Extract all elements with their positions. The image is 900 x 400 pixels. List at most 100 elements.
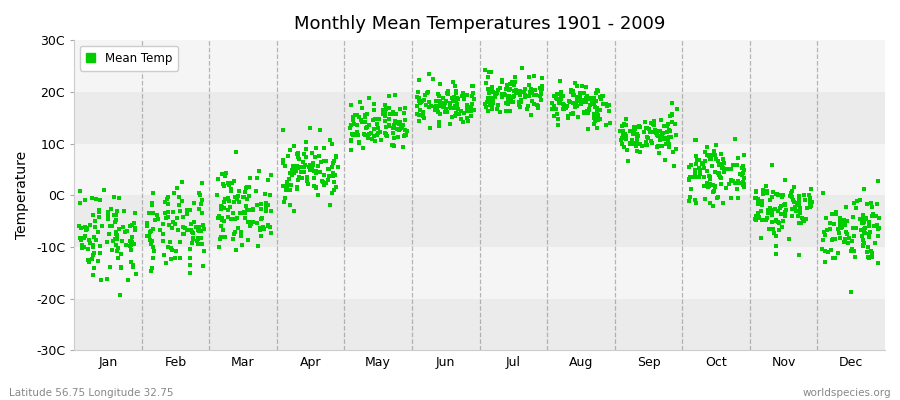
Point — [297, 169, 311, 175]
Point — [640, 134, 654, 140]
Point — [310, 184, 324, 190]
Point — [412, 77, 427, 83]
Point — [495, 91, 509, 97]
Point — [240, 207, 255, 213]
Point — [485, 98, 500, 105]
Point — [688, 167, 703, 173]
Point — [83, 240, 97, 246]
Point — [862, 231, 877, 237]
Point — [530, 101, 544, 108]
Point — [217, 218, 231, 224]
Point — [450, 100, 464, 107]
Point — [652, 149, 666, 156]
Point — [220, 214, 235, 220]
Point — [816, 190, 831, 196]
Point — [749, 213, 763, 219]
Point — [771, 208, 786, 214]
Point — [580, 92, 594, 99]
Point — [146, 210, 160, 217]
Point — [579, 84, 593, 90]
Point — [546, 92, 561, 99]
Point — [593, 116, 608, 122]
Point — [254, 206, 268, 212]
Point — [482, 90, 497, 96]
Point — [481, 95, 495, 102]
Point — [785, 194, 799, 200]
Point — [148, 217, 162, 223]
Point — [662, 134, 676, 140]
Point — [438, 100, 453, 106]
Point — [759, 183, 773, 189]
Point — [216, 226, 230, 233]
Point — [565, 88, 580, 94]
Point — [639, 139, 653, 146]
Point — [867, 223, 881, 229]
Point — [844, 245, 859, 252]
Point — [660, 136, 674, 142]
Point — [107, 212, 122, 218]
Point — [828, 236, 842, 242]
Point — [688, 170, 703, 176]
Point — [326, 169, 340, 176]
Point — [217, 199, 231, 205]
Point — [669, 131, 683, 138]
Point — [166, 208, 180, 215]
Point — [439, 106, 454, 112]
Point — [859, 214, 873, 221]
Point — [787, 198, 801, 205]
Point — [661, 136, 675, 143]
Point — [524, 86, 538, 92]
Point — [715, 165, 729, 172]
Point — [831, 226, 845, 232]
Point — [865, 213, 879, 219]
Point — [290, 163, 304, 169]
Point — [428, 107, 442, 113]
Point — [83, 222, 97, 228]
Point — [230, 215, 244, 221]
Point — [106, 238, 121, 244]
Point — [655, 136, 670, 142]
Point — [258, 205, 273, 212]
Point — [870, 222, 885, 228]
Point — [483, 99, 498, 106]
Point — [650, 132, 664, 138]
Bar — [74, 40, 885, 92]
Point — [228, 229, 242, 235]
Text: Latitude 56.75 Longitude 32.75: Latitude 56.75 Longitude 32.75 — [9, 388, 174, 398]
Point — [388, 118, 402, 125]
Point — [275, 127, 290, 133]
Point — [249, 188, 264, 194]
Point — [513, 92, 527, 98]
Point — [769, 190, 783, 197]
Point — [309, 170, 323, 177]
Point — [436, 102, 451, 109]
Point — [161, 214, 176, 220]
Point — [362, 121, 376, 128]
Point — [86, 234, 101, 240]
Point — [441, 87, 455, 94]
Point — [503, 81, 517, 88]
Point — [495, 77, 509, 83]
Point — [857, 218, 871, 225]
Point — [836, 217, 850, 224]
Point — [455, 93, 470, 100]
Point — [765, 193, 779, 200]
Point — [644, 138, 659, 144]
Point — [437, 109, 452, 115]
Point — [865, 204, 879, 210]
Point — [221, 198, 236, 204]
Point — [179, 227, 194, 233]
Point — [194, 241, 209, 248]
Point — [834, 225, 849, 231]
Point — [774, 211, 788, 218]
Point — [760, 207, 775, 214]
Point — [737, 152, 751, 158]
Point — [526, 101, 541, 108]
Point — [860, 253, 875, 260]
Point — [664, 111, 679, 118]
Point — [660, 135, 674, 141]
Point — [144, 228, 158, 234]
Point — [250, 175, 265, 182]
Point — [503, 108, 517, 114]
Point — [754, 207, 769, 214]
